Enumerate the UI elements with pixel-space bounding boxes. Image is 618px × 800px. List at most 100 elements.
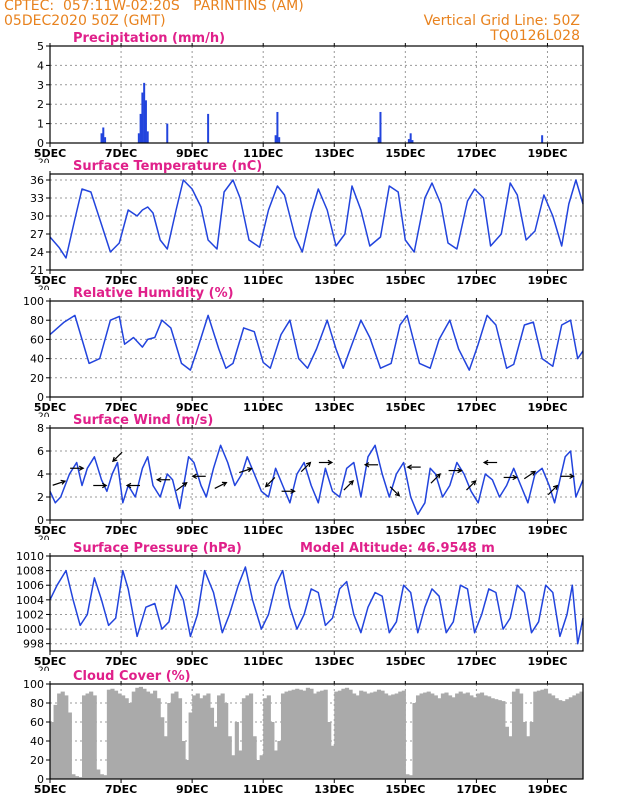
cloud-bar xyxy=(401,690,406,779)
x-tick-label: 13DEC xyxy=(314,783,354,796)
cloud-bar xyxy=(465,692,470,779)
cloud-bar xyxy=(291,689,296,779)
cloud-bar xyxy=(252,736,257,779)
cloud-bar xyxy=(497,700,502,779)
run-datetime: 05DEC2020 50Z (GMT) xyxy=(4,13,166,29)
cloud-bar xyxy=(543,688,549,779)
precip-bar xyxy=(276,111,279,143)
wind-arrow xyxy=(175,482,188,492)
cloud-bar xyxy=(167,703,172,779)
x-tick-label: 5DEC xyxy=(34,783,66,796)
cloud-bar xyxy=(504,726,509,779)
y-tick-label: 6 xyxy=(37,445,44,458)
y-tick-label: 1002 xyxy=(16,608,44,621)
pressure-frame xyxy=(49,555,584,652)
wind-arrow xyxy=(112,451,123,462)
precip-bar xyxy=(100,133,103,143)
y-tick-label: 27 xyxy=(30,228,44,241)
precip-frame xyxy=(49,45,584,144)
y-tick-label: 0 xyxy=(37,514,44,527)
cloud-bar xyxy=(128,703,133,779)
wind-arrowhead xyxy=(60,479,67,485)
vertical-grid-note: Vertical Grid Line: 50Z xyxy=(423,13,580,29)
cloud-bar xyxy=(565,699,570,779)
wind-arrowhead xyxy=(512,474,518,481)
x-overflow-label: 20 xyxy=(38,666,50,676)
cloud-bar xyxy=(387,695,392,779)
cloud-bar xyxy=(227,736,232,779)
model-id: TQ0126L028 xyxy=(490,28,580,44)
cloud-bar xyxy=(529,722,534,779)
x-tick-label: 9DEC xyxy=(176,401,208,414)
cloud-bar xyxy=(156,698,161,779)
cloud-bar xyxy=(511,691,517,779)
precip-bar xyxy=(141,92,144,143)
cloud-bar xyxy=(579,691,584,779)
cloud-bar xyxy=(57,693,62,779)
pressure-line xyxy=(49,566,584,645)
x-overflow-label: 20 xyxy=(38,535,50,545)
cloud-bar xyxy=(572,695,577,779)
x-tick-label: 7DEC xyxy=(105,274,137,287)
x-tick-label: 9DEC xyxy=(176,274,208,287)
wind-arrowhead xyxy=(394,491,401,497)
cloud-bar xyxy=(124,698,129,779)
cloud-bar xyxy=(394,693,399,779)
cloud-bar xyxy=(277,741,282,779)
y-tick-label: 1000 xyxy=(16,623,44,636)
cloud-bar xyxy=(327,722,332,779)
x-tick-label: 9DEC xyxy=(176,783,208,796)
cloud-bar xyxy=(458,691,463,779)
wind-arrowhead xyxy=(112,456,118,463)
cloud-bar xyxy=(163,736,168,779)
x-tick-label: 15DEC xyxy=(385,147,425,160)
precip-bar xyxy=(411,140,414,143)
cloud-bar xyxy=(373,691,378,779)
cloud-bar xyxy=(192,695,197,779)
cloud-bar xyxy=(536,690,541,779)
x-tick-label: 7DEC xyxy=(105,783,137,796)
cloud-bar xyxy=(53,704,58,779)
wind-arrowhead xyxy=(264,482,271,488)
cloud-bar xyxy=(316,691,321,779)
wind-arrowhead xyxy=(290,488,296,494)
cloud-bar xyxy=(447,695,453,779)
cloud-bar xyxy=(259,755,264,779)
cloud-bar xyxy=(248,693,254,779)
cloud-bar xyxy=(96,769,101,779)
x-tick-label: 19DEC xyxy=(527,147,567,160)
cloud-bar xyxy=(568,697,573,779)
precip-bar xyxy=(166,123,169,143)
cloud-bar xyxy=(188,712,193,779)
cloud-bar xyxy=(199,698,204,779)
cloud-bar xyxy=(522,722,527,779)
y-tick-label: 1 xyxy=(37,118,44,131)
cloud-bar xyxy=(135,687,140,779)
wind-arrowhead xyxy=(221,481,228,487)
y-tick-label: 1008 xyxy=(16,565,44,578)
rh-panel: 0 20 40 60 80 100 5DEC 7DEC 9DEC 11DEC 13DEC 15DEC 1… xyxy=(23,286,584,422)
x-tick-label: 11DEC xyxy=(243,524,283,537)
cloud-bar xyxy=(554,698,559,779)
x-tick-label: 19DEC xyxy=(527,401,567,414)
cloud-bar xyxy=(472,697,477,779)
cloud-bar xyxy=(366,693,371,779)
wind-arrowhead xyxy=(457,467,463,474)
y-tick-label: 21 xyxy=(30,264,44,277)
y-tick-label: 1004 xyxy=(16,594,44,607)
cloud-bar xyxy=(209,707,215,779)
y-tick-label: 36 xyxy=(30,174,44,187)
cloud-bar xyxy=(103,775,108,779)
rh-frame xyxy=(49,300,584,398)
x-tick-label: 5DEC xyxy=(34,401,66,414)
x-overflow-label: 20 xyxy=(38,412,50,422)
precip-bar xyxy=(139,113,142,143)
x-tick-label: 17DEC xyxy=(456,147,496,160)
cloud-bar xyxy=(174,691,179,779)
wind-arrowhead xyxy=(482,459,489,466)
cloud-bar xyxy=(60,691,65,779)
cloud-bar xyxy=(177,698,183,779)
x-overflow-label: 20 xyxy=(38,285,50,295)
cloud-bar xyxy=(405,774,410,779)
